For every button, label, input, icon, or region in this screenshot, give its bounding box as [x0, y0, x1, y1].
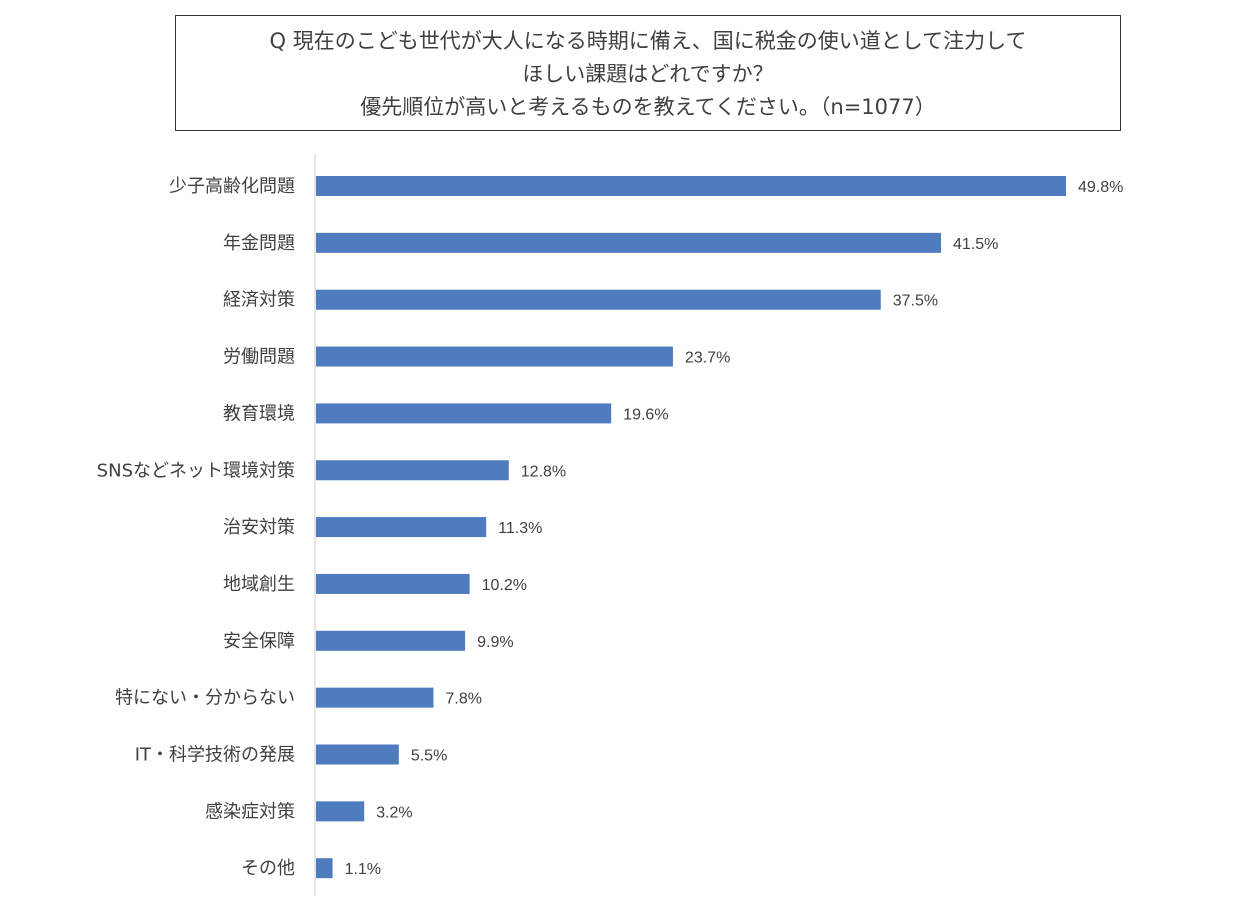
- category-label: 年金問題: [223, 233, 295, 254]
- category-label: 感染症対策: [205, 801, 295, 822]
- category-label: SNSなどネット環境対策: [97, 460, 295, 481]
- bar: [316, 460, 509, 481]
- value-label: 7.8%: [445, 691, 481, 708]
- bar: [316, 176, 1066, 196]
- value-label: 41.5%: [953, 236, 998, 253]
- bar: [316, 289, 881, 310]
- bar: [316, 630, 466, 651]
- category-label: 経済対策: [223, 290, 295, 311]
- question-line-1: Q 現在のこども世代が大人になる時期に備え、国に税金の使い道として注力して: [269, 29, 1027, 53]
- bar: [316, 801, 365, 822]
- bar: [316, 232, 941, 253]
- value-label: 1.1%: [345, 861, 381, 878]
- category-label: 治安対策: [223, 517, 295, 538]
- bar: [316, 687, 434, 708]
- value-label: 3.2%: [376, 804, 412, 821]
- value-label: 49.8%: [1078, 179, 1123, 196]
- bar: [316, 346, 673, 367]
- value-label: 12.8%: [521, 463, 566, 480]
- value-label: 37.5%: [893, 293, 938, 310]
- value-label: 5.5%: [411, 748, 447, 765]
- value-label: 11.3%: [498, 520, 542, 537]
- value-label: 10.2%: [482, 577, 527, 594]
- category-label: 安全保障: [223, 631, 295, 652]
- question-line-3: 優先順位が高いと考えるものを教えてください。（n=1077）: [360, 95, 936, 119]
- question-box: Q 現在のこども世代が大人になる時期に備え、国に税金の使い道として注力して ほし…: [175, 15, 1121, 131]
- bar: [316, 573, 470, 594]
- bar: [316, 858, 333, 879]
- category-label: 教育環境: [223, 403, 295, 424]
- value-label: 9.9%: [477, 634, 513, 651]
- category-label: IT・科学技術の発展: [135, 745, 295, 766]
- value-label: 19.6%: [623, 406, 668, 423]
- category-label: 少子高齢化問題: [169, 176, 295, 197]
- bar: [316, 744, 399, 765]
- category-label: 特にない・分からない: [115, 688, 295, 709]
- category-label: 地域創生: [223, 574, 295, 595]
- category-label: その他: [241, 858, 295, 879]
- value-label: 23.7%: [685, 350, 730, 367]
- bar: [316, 517, 487, 538]
- category-label: 労働問題: [223, 347, 295, 368]
- question-line-2: ほしい課題はどれですか？: [522, 62, 774, 86]
- bar: [316, 403, 612, 424]
